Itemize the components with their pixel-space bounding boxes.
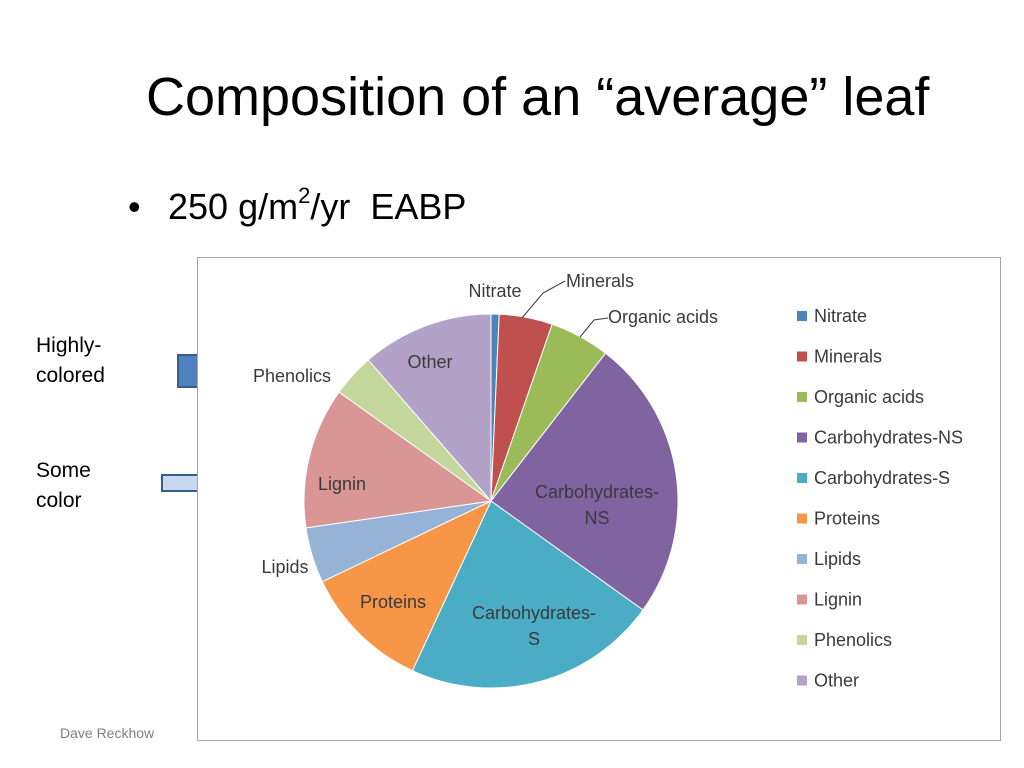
bullet-point: • 250 g/m2/yr EABP [128,183,467,228]
bullet-dot: • [128,186,141,227]
legend-swatch-proteins [797,513,807,524]
slide-title: Composition of an “average” leaf [146,67,930,127]
pie-slice-carbohydrates-s [411,500,644,689]
leader-line-organic-acids [579,317,609,338]
legend-label-proteins: Proteins [814,509,880,529]
legend-swatch-lipids [797,554,807,564]
slice-label-organic-acids: Organic acids [608,307,718,327]
slice-label-lipids: Lipids [261,557,308,577]
leader-lines [521,280,609,338]
legend-label-other: Other [814,671,859,691]
legend-swatch-minerals [797,351,807,362]
chart-legend: Nitrate Minerals Organic acids Carbohydrate… [797,306,963,691]
legend-label-lignin: Lignin [814,590,862,610]
pie-slice-proteins [321,499,493,672]
legend-label-minerals: Minerals [814,347,882,367]
slice-label-minerals: Minerals [566,271,634,291]
pie-chart: Nitrate Minerals Organic acids Carbohydrate… [253,271,963,691]
slice-label-carbohydrates-ns: Carbohydrates-NS [535,482,659,528]
slice-label-phenolics: Phenolics [253,366,331,386]
legend-swatch-carbohydrates-s [797,473,807,483]
bullet-superscript: 2 [298,183,311,208]
slice-label-proteins: Proteins [360,592,426,612]
slice-label-carbohydrates-s: Carbohydrates-S [472,603,596,649]
chart-area: Nitrate Minerals Organic acids Carbohydrate… [197,257,1001,741]
pie-slice-carbohydrates-ns [490,352,679,611]
slice-label-lignin: Lignin [318,474,366,494]
legend-swatch-phenolics [797,635,807,645]
bullet-text-suffix: /yr EABP [310,186,467,227]
legend-swatch-lignin [797,594,807,605]
note-highly-colored: Highly- colored [36,331,105,391]
pie-slices [303,313,679,689]
bullet-text-prefix: 250 g/m [168,186,299,227]
legend-swatch-organic-acids [797,392,807,402]
legend-label-nitrate: Nitrate [814,306,867,326]
slice-labels: Nitrate Minerals Organic acids Carbohydrate… [253,271,718,649]
legend-swatch-nitrate [797,311,807,321]
pie-slice-lignin [303,391,493,529]
note-some-line1: Some [36,459,91,482]
legend-label-lipids: Lipids [814,549,861,569]
legend-swatch-carbohydrates-ns [797,432,807,443]
note-some-color: Some color [36,456,91,516]
footer-author: Dave Reckhow [60,725,155,741]
note-highly-line2: colored [36,364,105,387]
leader-line-minerals [521,280,566,319]
legend-label-organic-acids: Organic acids [814,387,924,407]
legend-swatch-other [797,675,807,686]
pie-slice-other [367,313,492,503]
legend-label-carbohydrates-s: Carbohydrates-S [814,468,950,488]
slice-label-nitrate: Nitrate [468,281,521,301]
legend-label-phenolics: Phenolics [814,630,892,650]
legend-label-carbohydrates-ns: Carbohydrates-NS [814,428,963,448]
note-some-line2: color [36,489,82,512]
slice-label-other: Other [407,352,452,372]
note-highly-line1: Highly- [36,334,102,357]
